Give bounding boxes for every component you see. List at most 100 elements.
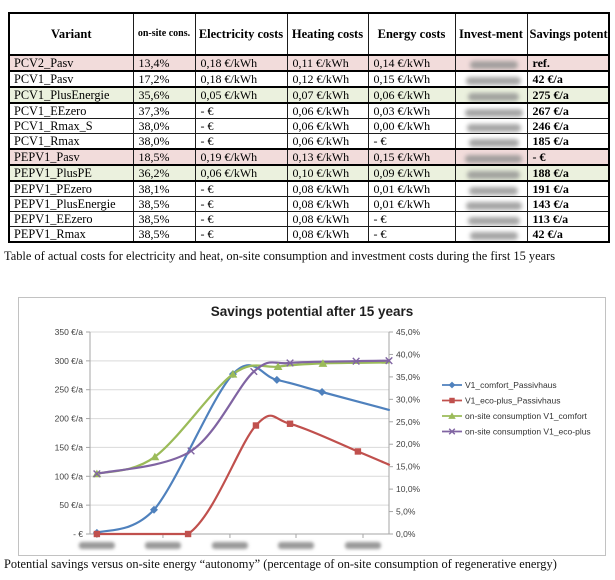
square-marker <box>252 422 260 429</box>
energy-cell: 0,00 €/kWh <box>367 118 456 134</box>
electricity-cell: - € <box>194 102 288 119</box>
investment-cell <box>454 164 528 182</box>
redacted-x-label <box>344 542 381 549</box>
right-axis-label: 45,0% <box>396 327 421 337</box>
heating-cell: 0,06 €/kWh <box>286 133 369 150</box>
electricity-cell: 0,18 €/kWh <box>194 70 288 88</box>
investment-cell <box>454 102 528 119</box>
onsite-cell: 18,5% <box>132 148 196 166</box>
col-header-electricity: Electricity costs <box>194 12 288 56</box>
diamond-marker <box>149 505 158 514</box>
table-row: PCV1_Rmax_S 38,0% - €0,06 €/kWh 0,00 €/kWh 2… <box>8 118 610 134</box>
investment-cell <box>454 226 528 243</box>
table-row: PEPV1_Pasv 18,5% 0,19 €/kWh 0,13 €/kWh 0,15 … <box>8 148 610 166</box>
right-axis-label: 20,0% <box>396 439 421 449</box>
legend-label: V1_comfort_Passivhaus <box>465 380 557 390</box>
onsite-cell: 17,2% <box>132 70 196 88</box>
left-axis-label: 350 €/a <box>55 327 84 337</box>
heating-cell: 0,11 €/kWh <box>286 54 369 72</box>
diamond-marker <box>448 381 456 389</box>
left-axis-label: 250 €/a <box>55 385 84 395</box>
left-axis-label: 200 €/a <box>55 414 84 424</box>
variant-cell: PCV1_Pasv <box>8 70 134 88</box>
heating-cell: 0,06 €/kWh <box>286 118 369 134</box>
savings-chart-canvas: 350 €/a 300 €/a 250 €/a 200 €/a 150 €/a 100 €… <box>55 304 591 549</box>
table-row: PCV1_EEzero 37,3% - €0,06 €/kWh 0,03 €/kWh 2… <box>8 102 610 119</box>
energy-cell: - € <box>367 211 456 227</box>
table-row: PEPV1_Rmax 38,5% - €0,08 €/kWh - €42 €/a <box>8 226 610 243</box>
variant-cell: PEPV1_Rmax <box>8 226 134 243</box>
variant-cell: PEPV1_Pasv <box>8 148 134 166</box>
variant-cell: PEPV1_EEzero <box>8 211 134 227</box>
variant-cell: PCV1_Rmax_S <box>8 118 134 134</box>
left-axis-label: 50 €/a <box>59 500 83 510</box>
savings-cell: 185 €/a <box>526 133 610 150</box>
redacted-investment-value <box>469 60 518 69</box>
savings-chart-figure: 350 €/a 300 €/a 250 €/a 200 €/a 150 €/a 100 €… <box>18 297 606 556</box>
investment-cell <box>454 180 528 197</box>
redacted-investment-value <box>464 108 523 117</box>
heating-cell: 0,10 €/kWh <box>286 164 369 182</box>
variant-cell: PCV1_EEzero <box>8 102 134 119</box>
legend-label: on-site consumption V1_comfort <box>465 411 588 421</box>
onsite-cell: 13,4% <box>132 54 196 72</box>
electricity-cell: 0,05 €/kWh <box>194 86 288 104</box>
variant-cell: PCV1_Rmax <box>8 133 134 150</box>
heating-cell: 0,08 €/kWh <box>286 226 369 243</box>
investment-cell <box>454 70 528 88</box>
savings-cell: 191 €/a <box>526 180 610 197</box>
triangle-marker <box>228 369 238 378</box>
x-marker <box>352 357 360 365</box>
savings-cell: ref. <box>526 54 610 72</box>
table-row: PEPV1_PlusPE 36,2% 0,06 €/kWh 0,10 €/kWh 0,0… <box>8 164 610 182</box>
onsite-cell: 38,0% <box>132 118 196 134</box>
table-caption: Table of actual costs for electricity an… <box>4 249 556 263</box>
diamond-marker <box>318 388 327 397</box>
x-marker <box>187 447 195 455</box>
redacted-x-label <box>211 542 248 549</box>
investment-cell <box>454 86 528 104</box>
table-row: PEPV1_EEzero 38,5% - €0,08 €/kWh - €113 €/a <box>8 211 610 227</box>
electricity-cell: - € <box>194 133 288 150</box>
onsite-cell: 35,6% <box>132 86 196 104</box>
investment-cell <box>454 211 528 227</box>
triangle-marker <box>318 359 328 367</box>
diamond-marker <box>272 375 281 384</box>
right-axis-label: 0,0% <box>396 529 416 539</box>
variant-cell: PCV1_PlusEnergie <box>8 86 134 104</box>
investment-cell <box>454 133 528 150</box>
redacted-investment-value <box>465 154 522 163</box>
x-marker <box>385 356 393 365</box>
chart-caption: Potential savings versus on-site energy … <box>4 557 557 571</box>
redacted-x-label <box>78 542 115 549</box>
variant-cell: PEPV1_PEzero <box>8 180 134 197</box>
variant-cell: PEPV1_PlusEnergie <box>8 196 134 212</box>
right-axis-label: 15,0% <box>396 462 421 472</box>
heating-cell: 0,08 €/kWh <box>286 180 369 197</box>
heating-cell: 0,13 €/kWh <box>286 148 369 166</box>
table-row: PEPV1_PEzero 38,1% - €0,08 €/kWh 0,01 €/kWh… <box>8 180 610 197</box>
series-line <box>95 359 391 475</box>
electricity-cell: - € <box>194 226 288 243</box>
left-axis-label: 100 €/a <box>55 471 84 481</box>
x-marker <box>448 428 456 435</box>
col-header-energy: Energy costs <box>367 12 456 56</box>
savings-cell: 143 €/a <box>526 196 610 212</box>
redacted-investment-value <box>468 138 519 147</box>
table-row: PCV2_Pasv 13,4% 0,18 €/kWh 0,11 €/kWh 0,14 €… <box>8 54 610 72</box>
onsite-cell: 38,5% <box>132 196 196 212</box>
redacted-x-label <box>278 542 315 549</box>
investment-cell <box>454 118 528 134</box>
energy-cell: 0,01 €/kWh <box>367 180 456 197</box>
investment-cell <box>454 148 528 166</box>
legend-label: V1_eco-plus_Passivhaus <box>465 396 560 406</box>
savings-cell: 42 €/a <box>526 70 610 88</box>
series-line <box>95 414 391 536</box>
heating-cell: 0,08 €/kWh <box>286 211 369 227</box>
table-row: PEPV1_PlusEnergie 38,5% - €0,08 €/kWh 0,01 … <box>8 196 610 212</box>
energy-cell: 0,15 €/kWh <box>367 148 456 166</box>
savings-cell: - € <box>526 148 610 166</box>
energy-cell: 0,09 €/kWh <box>367 164 456 182</box>
savings-cell: 113 €/a <box>526 211 610 227</box>
